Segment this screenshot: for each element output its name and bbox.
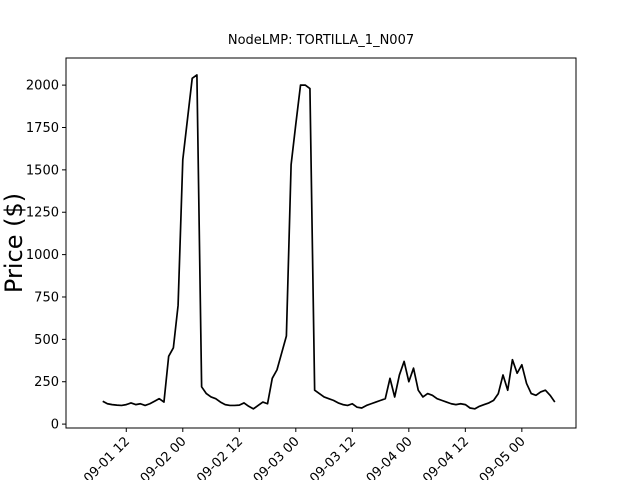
x-tick-label: 09-01 12 xyxy=(81,434,133,480)
y-tick-label: 750 xyxy=(34,290,59,305)
y-tick-label: 1000 xyxy=(26,248,59,263)
x-tick-label: 09-05 00 xyxy=(477,434,529,480)
y-tick-label: 250 xyxy=(34,375,59,390)
y-tick-label: 1500 xyxy=(26,163,59,178)
chart-title: NodeLMP: TORTILLA_1_N007 xyxy=(228,33,414,48)
y-tick-label: 2000 xyxy=(26,79,59,94)
plot-frame xyxy=(65,57,577,429)
y-tick-label: 1250 xyxy=(26,206,59,221)
y-axis-label: Price ($) xyxy=(0,193,28,293)
price-line xyxy=(102,74,556,410)
x-tick-label: 09-02 00 xyxy=(138,434,190,480)
x-tick-label: 09-03 00 xyxy=(251,434,303,480)
y-tick-label: 0 xyxy=(51,418,59,433)
x-tick-label: 09-02 12 xyxy=(194,434,246,480)
x-tick-label: 09-04 00 xyxy=(364,434,416,480)
y-tick-label: 1750 xyxy=(26,121,59,136)
x-tick-label: 09-04 12 xyxy=(420,434,472,480)
y-tick-label: 500 xyxy=(34,333,59,348)
x-tick-label: 09-03 12 xyxy=(307,434,359,480)
